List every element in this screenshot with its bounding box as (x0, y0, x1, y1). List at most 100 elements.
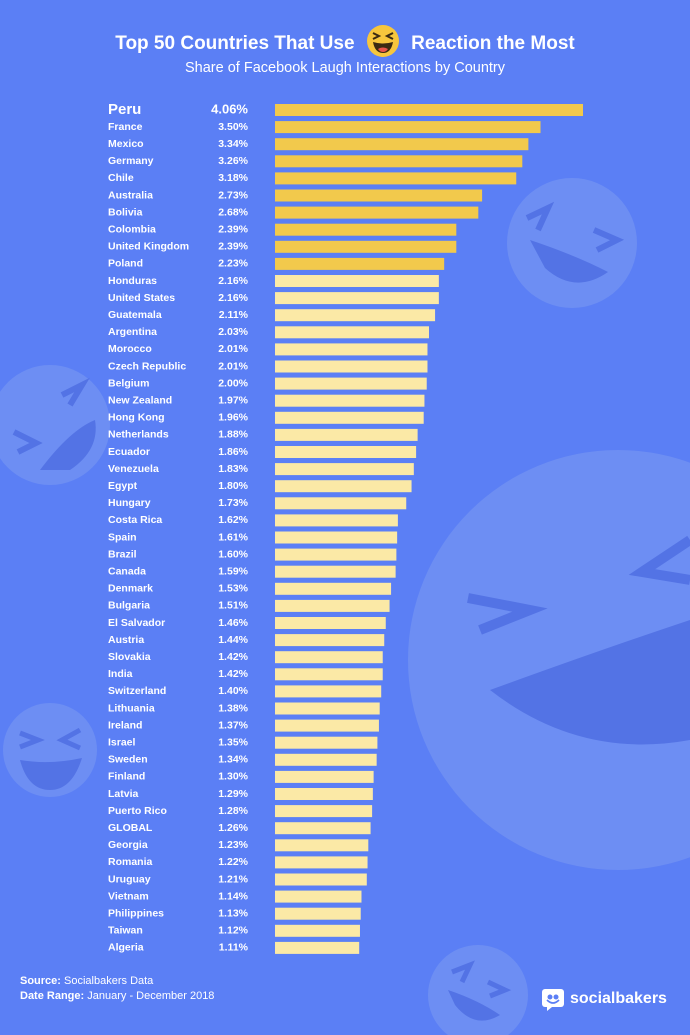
bar (275, 104, 583, 116)
bar (275, 223, 457, 236)
bar (275, 788, 373, 800)
bar (275, 582, 392, 595)
data-label: 1.60% (218, 548, 248, 560)
bar (275, 651, 383, 664)
bar (275, 839, 369, 852)
category-label: Netherlands (108, 429, 169, 441)
category-label: Sweden (108, 754, 148, 766)
data-label: 1.28% (218, 805, 248, 817)
bar (275, 805, 373, 818)
source-value: Socialbakers Data (64, 975, 154, 987)
bar (275, 531, 398, 544)
data-label: 1.12% (218, 925, 248, 937)
category-label: Taiwan (108, 925, 143, 937)
bar (275, 446, 417, 458)
data-label: 2.16% (218, 275, 248, 287)
category-label: Bulgaria (108, 600, 150, 612)
category-label: Finland (108, 771, 145, 783)
data-label: 2.39% (218, 223, 248, 235)
data-label: 1.62% (218, 514, 248, 526)
bar (275, 240, 457, 253)
brand-name: socialbakers (570, 990, 667, 1007)
laughing-face-icon (366, 24, 399, 57)
category-label: Canada (108, 565, 146, 577)
bar (275, 394, 425, 407)
data-label: 1.30% (218, 771, 248, 783)
category-label: Germany (108, 155, 154, 167)
bar (275, 121, 541, 134)
data-label: 2.01% (218, 360, 248, 372)
data-label: 3.34% (218, 138, 248, 150)
source-line: Source: Socialbakers Data (20, 974, 214, 989)
bar (275, 634, 385, 647)
bar (275, 941, 360, 954)
bar (275, 736, 378, 749)
data-label: 1.42% (218, 668, 248, 680)
data-label: 1.59% (218, 565, 248, 577)
data-label: 1.46% (218, 617, 248, 629)
bar (275, 480, 412, 493)
data-label: 1.35% (218, 736, 248, 748)
category-label: New Zealand (108, 394, 172, 406)
data-label: 3.26% (218, 155, 248, 167)
data-label: 4.06% (211, 101, 248, 116)
data-label: 1.42% (218, 651, 248, 663)
laughing-face-icon (408, 450, 690, 870)
category-label: Lithuania (108, 702, 155, 714)
data-label: 1.86% (218, 446, 248, 458)
category-label: Hungary (108, 497, 151, 509)
category-label: Denmark (108, 583, 153, 595)
bar (275, 873, 367, 886)
category-label: United Kingdom (108, 241, 189, 253)
data-label: 1.11% (219, 942, 249, 954)
laughing-face-icon (3, 703, 97, 797)
category-label: Brazil (108, 548, 137, 560)
title-text-after: Reaction the Most (411, 33, 575, 54)
category-label: Argentina (108, 326, 157, 338)
data-label: 2.03% (218, 326, 248, 338)
bar (275, 702, 380, 715)
date-range-line: Date Range: January - December 2018 (20, 989, 214, 1004)
category-label: Egypt (108, 480, 138, 492)
bar (275, 753, 377, 766)
category-label: Ecuador (108, 446, 150, 458)
bar (275, 326, 429, 339)
bar (275, 463, 414, 476)
bar (275, 411, 424, 424)
category-label: Uruguay (108, 873, 151, 885)
chart-subtitle: Share of Facebook Laugh Interactions by … (185, 60, 505, 76)
bar (275, 822, 371, 835)
bar (275, 360, 428, 373)
category-label: Slovakia (108, 651, 151, 663)
data-label: 1.88% (218, 429, 248, 441)
category-label: France (108, 121, 143, 133)
category-label: Hong Kong (108, 412, 165, 424)
data-label: 1.97% (218, 394, 248, 406)
data-label: 1.53% (218, 583, 248, 595)
category-label: Morocco (108, 343, 152, 355)
laughing-face-icon (507, 178, 637, 308)
bar (275, 719, 379, 732)
bar (275, 599, 390, 612)
data-label: 1.34% (218, 754, 248, 766)
bar (275, 514, 398, 527)
category-label: Israel (108, 736, 136, 748)
bar (275, 189, 483, 202)
category-label: Vietnam (108, 890, 149, 902)
category-label: Poland (108, 258, 143, 270)
category-label: Bolivia (108, 206, 143, 218)
data-label: 1.22% (218, 856, 248, 868)
bar (275, 668, 383, 681)
bar (275, 155, 523, 168)
category-label: El Salvador (108, 617, 165, 629)
laughing-face-icon (428, 945, 528, 1035)
bar (275, 428, 418, 441)
category-label: Australia (108, 189, 153, 201)
bar (275, 617, 386, 629)
bar (275, 309, 436, 322)
data-label: 1.26% (218, 822, 248, 834)
title-text-before: Top 50 Countries That Use (115, 33, 355, 54)
bar (275, 907, 361, 920)
